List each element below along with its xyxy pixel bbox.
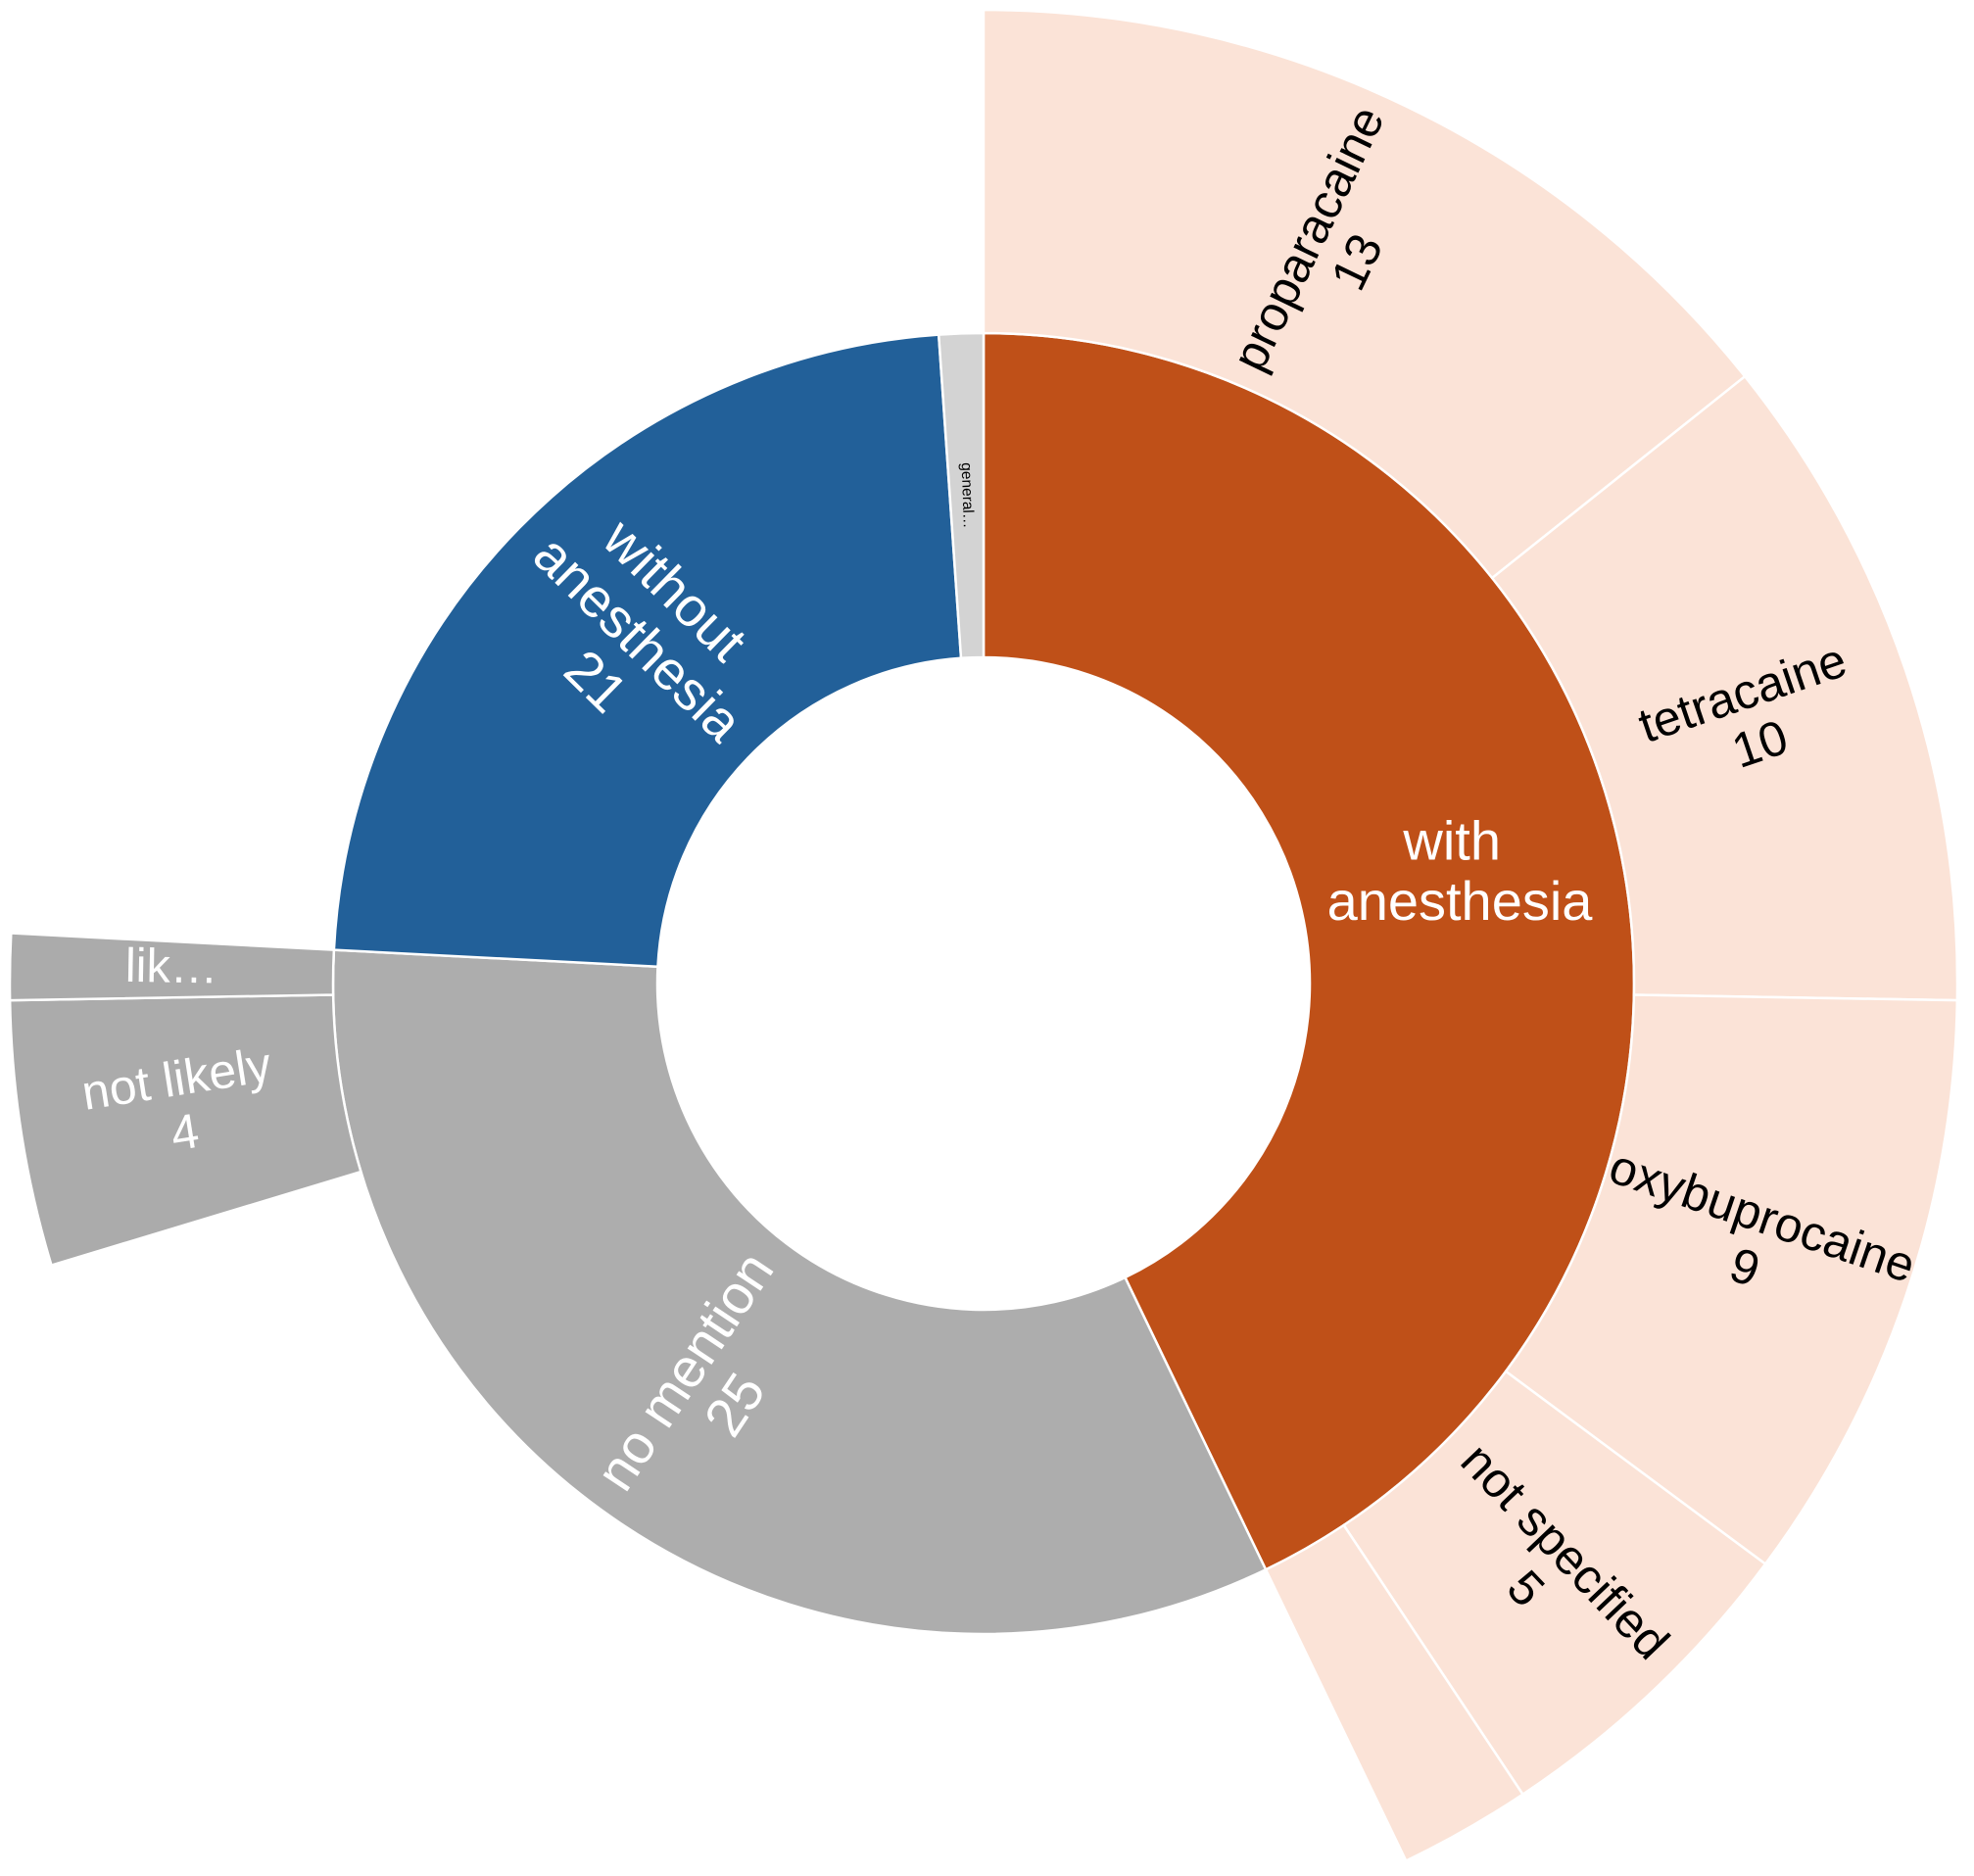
- outer-segment: [1490, 374, 1959, 1002]
- inner-segment: [332, 333, 963, 969]
- inner-segment: [331, 948, 1268, 1636]
- segment-label: with anesthesia: [1327, 809, 1594, 932]
- segment-name: with anesthesia: [1327, 809, 1594, 932]
- segment-label: general…: [958, 462, 977, 529]
- segment-label: lik…: [124, 939, 217, 994]
- segment-name: general…: [958, 462, 977, 529]
- inner-segment: [937, 331, 986, 660]
- outer-segment: [982, 8, 1747, 580]
- segment-name: lik…: [124, 939, 217, 994]
- outer-segment: [1264, 1523, 1525, 1863]
